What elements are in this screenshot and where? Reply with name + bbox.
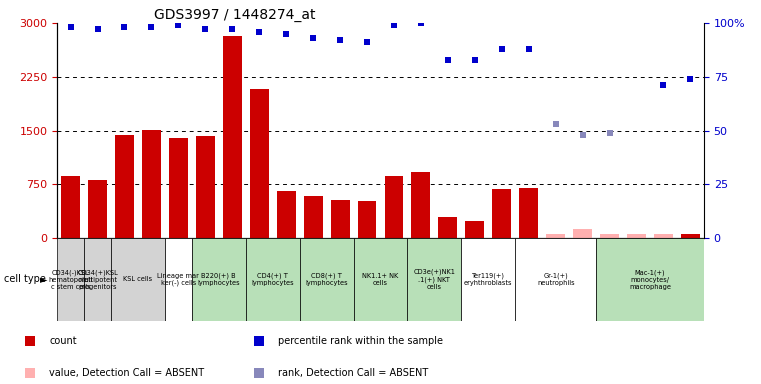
- Bar: [438, 217, 457, 238]
- Bar: [412, 172, 431, 238]
- Text: ►: ►: [40, 274, 47, 285]
- Bar: [515, 238, 596, 321]
- Bar: [246, 238, 300, 321]
- Text: rank, Detection Call = ABSENT: rank, Detection Call = ABSENT: [278, 368, 428, 378]
- Bar: [250, 89, 269, 238]
- Bar: [300, 238, 354, 321]
- Text: cell type: cell type: [4, 274, 46, 285]
- Bar: [596, 238, 704, 321]
- Bar: [88, 180, 107, 238]
- Bar: [196, 136, 215, 238]
- Bar: [169, 139, 188, 238]
- Bar: [115, 135, 134, 238]
- Bar: [358, 201, 377, 238]
- Bar: [330, 200, 349, 238]
- Bar: [304, 196, 323, 238]
- Text: CD34(+)KSL
multipotent
progenitors: CD34(+)KSL multipotent progenitors: [77, 269, 118, 290]
- Bar: [407, 238, 461, 321]
- Bar: [466, 221, 484, 238]
- Bar: [223, 36, 242, 238]
- Bar: [654, 235, 673, 238]
- Bar: [61, 176, 80, 238]
- Text: B220(+) B
lymphocytes: B220(+) B lymphocytes: [197, 273, 240, 286]
- Bar: [142, 130, 161, 238]
- Bar: [461, 238, 515, 321]
- Text: count: count: [49, 336, 77, 346]
- Text: CD3e(+)NK1
.1(+) NKT
cells: CD3e(+)NK1 .1(+) NKT cells: [413, 269, 455, 290]
- Text: NK1.1+ NK
cells: NK1.1+ NK cells: [362, 273, 399, 286]
- Bar: [192, 238, 246, 321]
- Bar: [84, 238, 111, 321]
- Text: CD4(+) T
lymphocytes: CD4(+) T lymphocytes: [251, 273, 294, 286]
- Text: Gr-1(+)
neutrophils: Gr-1(+) neutrophils: [537, 273, 575, 286]
- Text: Ter119(+)
eryhthroblasts: Ter119(+) eryhthroblasts: [464, 273, 513, 286]
- Bar: [354, 238, 407, 321]
- Text: KSL cells: KSL cells: [123, 276, 152, 282]
- Bar: [57, 238, 84, 321]
- Bar: [277, 191, 295, 238]
- Text: GDS3997 / 1448274_at: GDS3997 / 1448274_at: [154, 8, 316, 22]
- Bar: [384, 176, 403, 238]
- Bar: [165, 238, 192, 321]
- Bar: [492, 189, 511, 238]
- Bar: [600, 234, 619, 238]
- Bar: [111, 238, 165, 321]
- Text: CD8(+) T
lymphocytes: CD8(+) T lymphocytes: [305, 273, 348, 286]
- Text: percentile rank within the sample: percentile rank within the sample: [278, 336, 443, 346]
- Text: value, Detection Call = ABSENT: value, Detection Call = ABSENT: [49, 368, 205, 378]
- Bar: [546, 234, 565, 238]
- Text: Mac-1(+)
monocytes/
macrophage: Mac-1(+) monocytes/ macrophage: [629, 269, 671, 290]
- Bar: [681, 234, 700, 238]
- Bar: [519, 188, 538, 238]
- Text: CD34(-)KSL
hematopoieti
c stem cells: CD34(-)KSL hematopoieti c stem cells: [48, 269, 93, 290]
- Bar: [573, 230, 592, 238]
- Text: Lineage mar
ker(-) cells: Lineage mar ker(-) cells: [158, 273, 199, 286]
- Bar: [627, 235, 646, 238]
